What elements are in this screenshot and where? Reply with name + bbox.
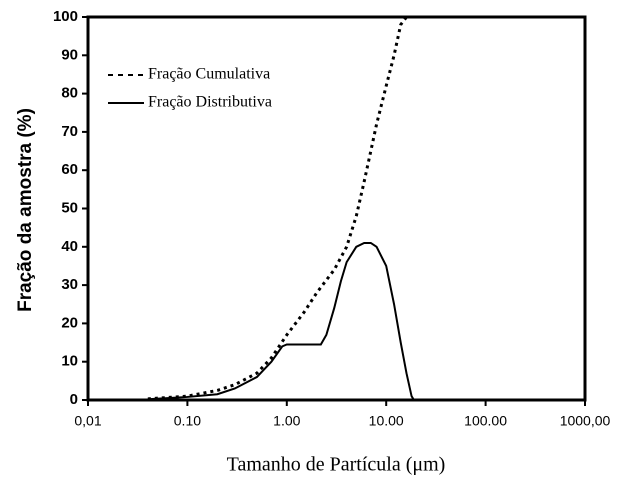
x-tick-label: 0.10 [174, 413, 201, 429]
y-tick-label: 90 [61, 46, 78, 63]
x-axis-title: Tamanho de Partícula (μm) [227, 454, 446, 476]
plot-frame [86, 15, 587, 402]
x-tick-label: 0,01 [74, 413, 101, 429]
y-tick-label: 0 [70, 391, 78, 408]
y-tick-label: 80 [61, 85, 78, 102]
x-tick-label: 10.00 [369, 413, 404, 429]
legend-label: Fração Distributiva [148, 94, 272, 111]
y-tick-label: 40 [61, 238, 78, 255]
y-tick-label: 20 [61, 314, 78, 331]
y-tick-label: 30 [61, 276, 78, 293]
y-tick-label: 50 [61, 199, 78, 216]
y-axis-title: Fração da amostra (%) [15, 108, 36, 312]
data-line [147, 241, 415, 401]
data-line [147, 15, 412, 401]
y-tick-label: 100 [53, 8, 78, 25]
x-tick-label: 100.00 [464, 413, 507, 429]
y-tick-label: 70 [61, 123, 78, 140]
x-tick-label: 1000,00 [560, 413, 611, 429]
y-tick-label: 60 [61, 161, 78, 178]
legend-label: Fração Cumulativa [148, 66, 270, 83]
y-tick-label: 10 [61, 353, 78, 370]
x-tick-label: 1.00 [273, 413, 300, 429]
